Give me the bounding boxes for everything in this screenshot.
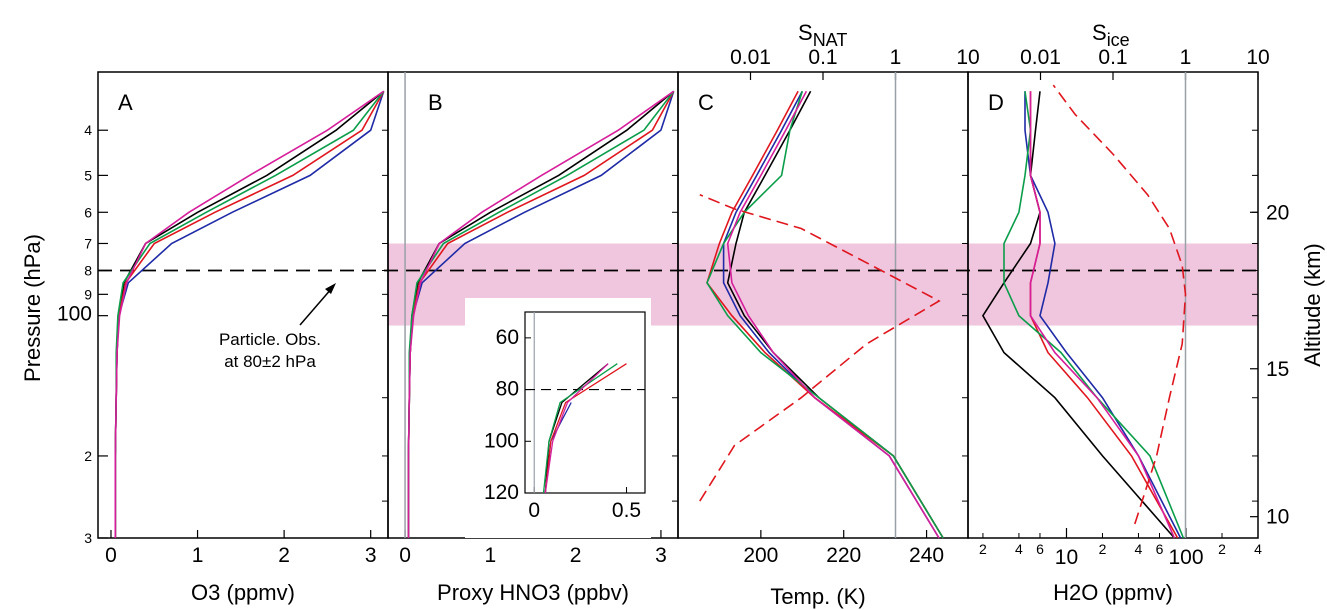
x-minor-tick-label: 6 — [1156, 541, 1164, 557]
x-tick-label: 0 — [399, 544, 411, 567]
panel-b-x-label: Proxy HNO3 (ppbv) — [437, 580, 629, 605]
panel-c-top-label-sub: NAT — [813, 30, 848, 50]
top-x-tick-label: 0.01 — [1020, 46, 1061, 69]
inset-y-tick-label: 120 — [484, 481, 519, 504]
panel-d-series-line — [1029, 91, 1176, 539]
panel-b-series-line — [407, 90, 675, 538]
y-tick-label: 2 — [84, 448, 92, 464]
right-tick-label: 15 — [1266, 358, 1289, 381]
x-tick-label: 2 — [570, 544, 582, 567]
right-tick-label: 20 — [1266, 201, 1289, 224]
x-tick-label: 1 — [485, 544, 497, 567]
inset-y-tick-label: 80 — [496, 378, 519, 401]
y-tick-label: 4 — [84, 122, 92, 138]
x-tick-label: 220 — [826, 544, 861, 567]
saturation-curve — [699, 193, 941, 502]
panel-c-x-label: Temp. (K) — [770, 584, 865, 609]
panel-c-letter: C — [698, 90, 714, 115]
right-axis-label: Altitude (km) — [1300, 243, 1325, 366]
x-tick-label: 240 — [909, 544, 944, 567]
y-tick-label: 9 — [84, 286, 92, 302]
panel-c-series-line — [726, 90, 940, 539]
x-tick-label: 2 — [278, 544, 290, 567]
y-tick-label: 7 — [84, 235, 92, 251]
inset-series-line — [544, 363, 609, 494]
inset-x-tick-label: 0 — [528, 499, 540, 522]
x-minor-tick-label: 2 — [1099, 541, 1107, 557]
panel-a-series-line — [114, 91, 385, 538]
inset-background — [465, 298, 651, 538]
y-axis-label: Pressure (hPa) — [20, 234, 45, 382]
panel-d-x-label: H2O (ppmv) — [1053, 580, 1173, 605]
x-tick-label: 1 — [192, 544, 204, 567]
panel-b-letter: B — [428, 90, 443, 115]
right-tick-label: 10 — [1266, 506, 1289, 529]
panel-a-x-label: O3 (ppmv) — [191, 580, 295, 605]
x-tick-label: 3 — [655, 544, 667, 567]
x-minor-tick-label: 4 — [1135, 541, 1143, 557]
x-minor-tick-label: 6 — [1036, 541, 1044, 557]
x-tick-label: 10 — [1055, 546, 1078, 569]
annotation-arrow — [299, 287, 333, 326]
inset-frame — [524, 311, 646, 494]
y-tick-label: 5 — [84, 167, 92, 183]
panel-d-top-label: Sice — [1092, 20, 1130, 50]
panel-d-top-label-sub: ice — [1107, 30, 1130, 50]
top-x-tick-label: 0.1 — [1098, 46, 1127, 69]
annotation-line-2: at 80±2 hPa — [224, 352, 316, 371]
annotation-arrowhead — [325, 283, 336, 294]
panel-c-series-line — [706, 91, 944, 539]
annotation-line-1: Particle. Obs. — [219, 330, 321, 349]
top-x-tick-label: 0.1 — [808, 46, 837, 69]
inset-series-line — [544, 363, 627, 494]
panel-c-top-label: SNAT — [798, 20, 847, 50]
x-minor-tick-label: 4 — [1254, 541, 1262, 557]
saturation-curve — [1052, 84, 1187, 525]
inset-y-tick-label: 60 — [496, 326, 519, 349]
top-x-tick-label: 10 — [1246, 46, 1269, 69]
x-tick-label: 0 — [105, 544, 117, 567]
x-minor-tick-label: 2 — [1218, 541, 1226, 557]
panel-d-series-line — [1003, 91, 1185, 539]
y-tick-label: 6 — [84, 204, 92, 220]
inset-series-line — [544, 363, 609, 494]
y-tick-label: 3 — [84, 530, 92, 546]
x-tick-label: 3 — [365, 544, 377, 567]
panel-a-letter: A — [118, 90, 133, 115]
panel-c-top-label-main: S — [798, 20, 813, 45]
inset-y-tick-label: 100 — [484, 429, 519, 452]
inset-x-tick-label: 0.5 — [612, 499, 641, 522]
panel-a-series-line — [114, 90, 385, 538]
top-x-tick-label: 10 — [956, 46, 979, 69]
top-x-tick-label: 1 — [1180, 46, 1192, 69]
top-x-tick-label: 0.01 — [730, 46, 771, 69]
x-tick-label: 100 — [1169, 546, 1204, 569]
panel-a-series-line — [114, 90, 385, 538]
x-minor-tick-label: 4 — [1015, 541, 1023, 557]
panel-d-top-label-main: S — [1092, 20, 1107, 45]
x-minor-tick-label: 2 — [979, 541, 987, 557]
top-x-tick-label: 1 — [890, 46, 902, 69]
x-tick-label: 200 — [743, 544, 778, 567]
panel-a-series-line — [114, 90, 385, 538]
y-tick-label: 8 — [84, 263, 92, 279]
panel-a-series-line — [114, 90, 385, 538]
y-tick-label: 100 — [57, 303, 92, 326]
panel-d-letter: D — [988, 90, 1004, 115]
